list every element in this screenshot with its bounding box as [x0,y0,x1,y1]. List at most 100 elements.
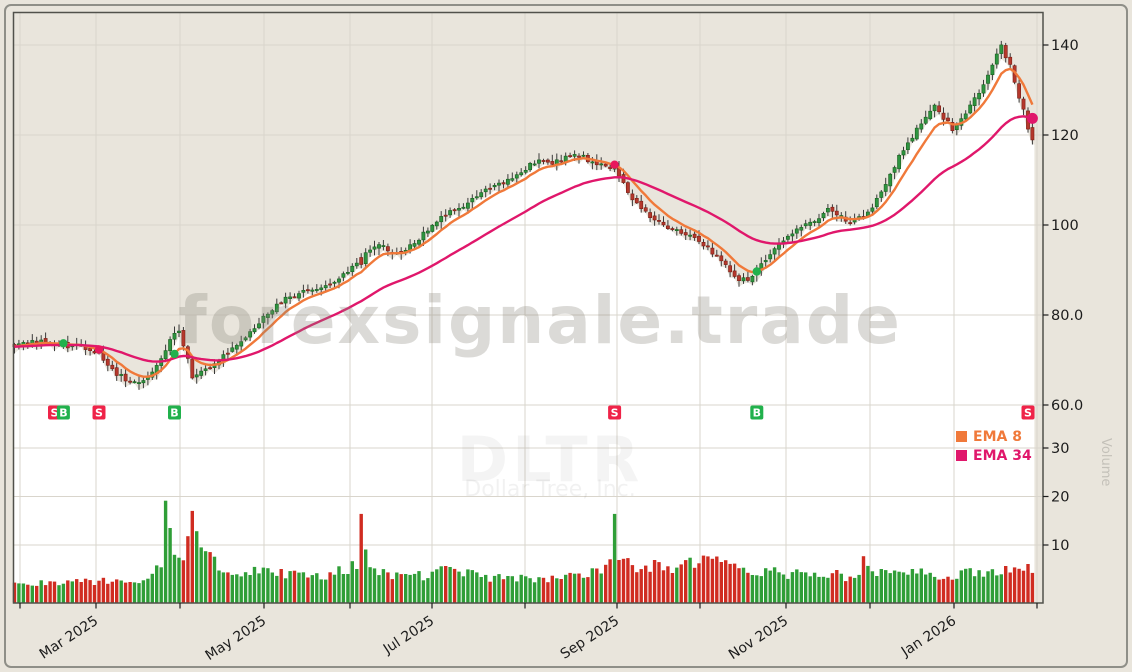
candle [581,154,586,157]
candle [879,191,884,198]
volume-bar [243,572,248,603]
volume-bar [661,570,666,603]
volume-bar [497,574,501,603]
volume-bar [959,570,963,603]
candle [977,93,982,100]
volume-bar [61,583,66,603]
volume-bar [1012,567,1017,603]
volume-bar [39,580,43,603]
volume-bar [328,572,332,603]
volume-bar [239,576,243,603]
volume-bar [906,574,910,603]
volume-bar [163,500,168,603]
candle [545,159,550,163]
volume-bar [901,572,906,603]
candle [901,150,906,156]
volume-bar [452,568,457,603]
volume-bar [417,571,421,603]
volume-bar [741,567,746,603]
candle [448,210,453,216]
volume-bar [248,575,252,603]
volume-bar [861,556,866,603]
candle [603,163,608,167]
volume-bar [626,558,630,603]
volume-bar [364,549,368,603]
volume-bar [408,574,412,603]
candle [937,105,942,113]
volume-bar [692,567,697,603]
signal-dot [59,339,68,348]
volume-bar [155,565,159,603]
signal-marker [168,405,181,420]
candle [203,368,208,371]
volume-bar [848,576,852,603]
candle [697,235,701,242]
volume-bar [186,536,190,603]
volume-bar [292,570,297,603]
volume-bar [208,552,212,603]
candle [105,358,110,366]
volume-bar [341,574,346,603]
volume-bar [732,563,737,603]
x-tick-label: Jan 2026 [898,613,959,661]
candle [688,234,693,237]
volume-bar [941,578,946,603]
volume-bar [217,570,221,603]
price-tick-label: 80.0 [1051,308,1083,324]
volume-bar [212,556,217,603]
candle [741,277,746,282]
volume-bar [995,575,999,603]
candle [292,296,297,299]
candle [785,235,790,240]
svg-text:B: B [59,407,67,420]
legend-item-ema8: EMA 8 [956,428,1032,445]
candle [665,225,670,229]
ema34-swatch [956,450,967,461]
candle [465,202,470,209]
volume-bar [457,571,461,603]
price-tick-label: 100 [1051,218,1079,234]
candle [319,287,324,290]
volume-tick-label: 30 [1051,441,1069,457]
volume-bar [79,582,83,603]
candle [368,249,373,253]
volume-bar [555,578,559,603]
candle [679,229,684,234]
volume-bar [657,562,661,603]
candle [874,198,879,208]
volume-bar [750,575,755,603]
candle [683,232,688,236]
volume-bar [43,585,48,603]
volume-bar [306,577,310,603]
volume-bar [266,568,270,603]
volume-bar [964,568,968,603]
volume-bar [1021,570,1026,603]
gridlines [13,12,1043,603]
volume-bar [337,566,341,603]
volume-bar [910,569,915,603]
candle [470,198,475,203]
candle [768,254,773,260]
volume-bar [106,583,110,603]
candle [363,252,368,264]
candle [1021,98,1026,110]
price-tick-label: 120 [1051,128,1079,144]
volume-bar [1008,572,1012,603]
volume-bar [755,575,759,603]
volume-bar [577,573,581,603]
candle [181,330,186,347]
candle [288,296,293,299]
volume-bar [764,568,768,603]
candle [772,248,777,255]
volume-bar [97,580,101,603]
candle [532,163,537,166]
candle [714,254,719,257]
candle [257,323,261,329]
volume-bar [670,573,675,603]
volume-bar [972,576,977,603]
svg-text:S: S [1024,407,1032,420]
volume-bar [190,510,194,603]
volume-bar [937,579,941,603]
candle [385,246,390,252]
volume-bar [92,585,97,603]
